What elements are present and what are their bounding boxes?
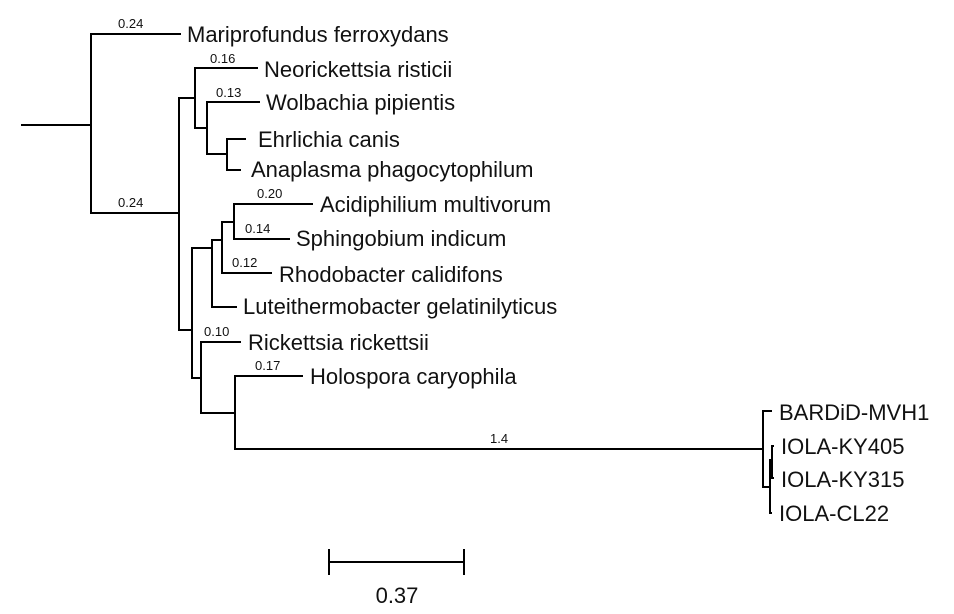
taxon-label-bardid: BARDiD-MVH1	[779, 400, 929, 425]
taxon-label-anaplasma: Anaplasma phagocytophilum	[251, 157, 534, 182]
taxon-label-iola-cl22: IOLA-CL22	[779, 501, 889, 526]
scale-bar: 0.37	[328, 549, 465, 608]
taxon-label-ehrlichia: Ehrlichia canis	[258, 127, 400, 152]
branch-length-mariprofundus: 0.24	[118, 16, 143, 31]
taxon-label-holospora: Holospora caryophila	[310, 364, 517, 389]
taxon-label-wolbachia: Wolbachia pipientis	[266, 90, 455, 115]
taxon-label-rhodobacter: Rhodobacter calidifons	[279, 262, 503, 287]
taxon-label-mariprofundus: Mariprofundus ferroxydans	[187, 22, 449, 47]
taxon-label-luteithermobacter: Luteithermobacter gelatinilyticus	[243, 294, 557, 319]
branch-length-wolbachia: 0.13	[216, 85, 241, 100]
branch-length-holospora: 0.17	[255, 358, 280, 373]
taxon-label-iola-ky315: IOLA-KY315	[781, 467, 905, 492]
branch-length-iola-clade: 1.4	[490, 431, 508, 446]
branch-length-sphingobium: 0.14	[245, 221, 270, 236]
branch-length-rickettsia: 0.10	[204, 324, 229, 339]
taxon-label-neorickettsia: Neorickettsia risticii	[264, 57, 452, 82]
branch-length-acidiphilium: 0.20	[257, 186, 282, 201]
scale-bar-label: 0.37	[376, 583, 419, 608]
branch-length-rhodobacter: 0.12	[232, 255, 257, 270]
taxon-label-rickettsia: Rickettsia rickettsii	[248, 330, 429, 355]
branch-length-labels: 0.24 0.24 0.16 0.13 0.20 0.14 0.12 0.10 …	[118, 16, 508, 446]
tree-branches	[21, 33, 774, 514]
taxon-label-sphingobium: Sphingobium indicum	[296, 226, 506, 251]
taxon-labels: Mariprofundus ferroxydans Neorickettsia …	[187, 22, 929, 526]
taxon-label-iola-ky405: IOLA-KY405	[781, 434, 905, 459]
taxon-label-acidiphilium: Acidiphilium multivorum	[320, 192, 551, 217]
branch-length-ingroup: 0.24	[118, 195, 143, 210]
branch-length-neorickettsia: 0.16	[210, 51, 235, 66]
